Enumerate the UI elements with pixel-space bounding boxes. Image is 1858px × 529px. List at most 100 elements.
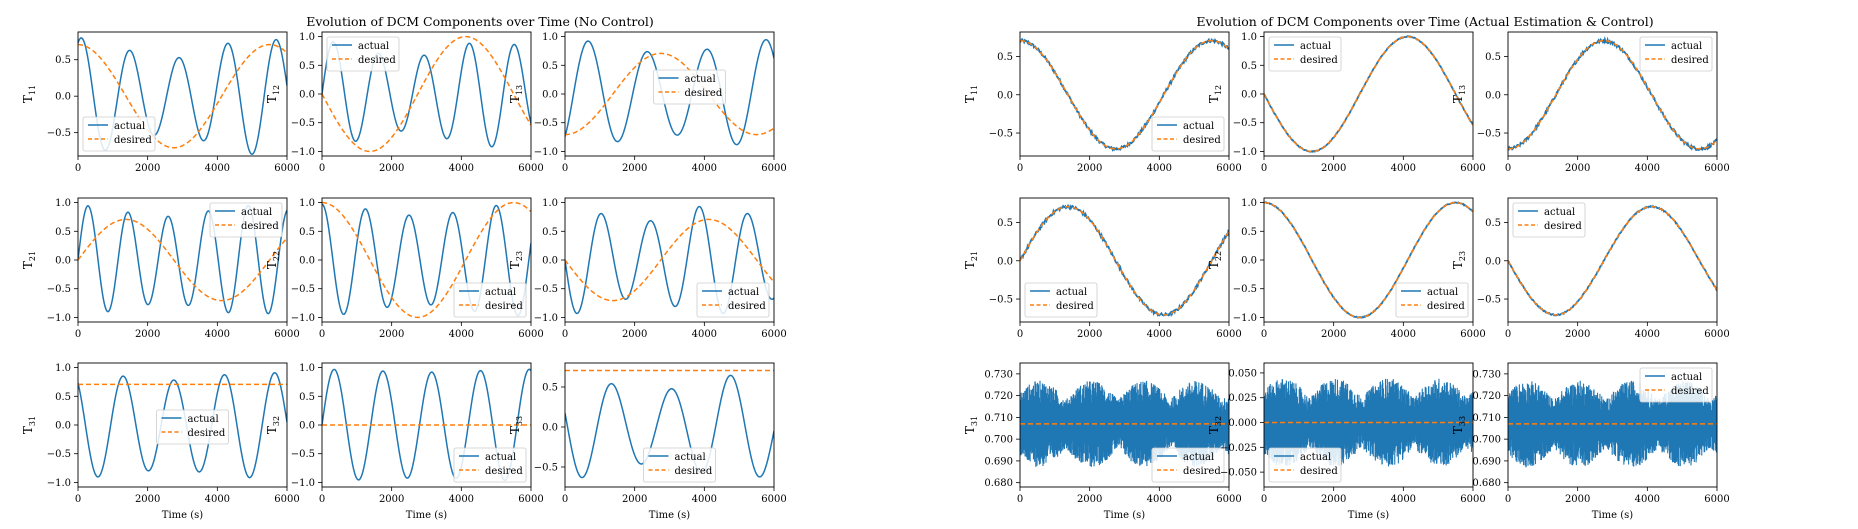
series-desired-line (78, 218, 287, 302)
y-tick-label: 0.5 (299, 227, 315, 238)
x-tick-label: 0 (1261, 329, 1267, 340)
axes-frame (1263, 362, 1474, 488)
x-tick-label: 0 (1505, 329, 1511, 340)
y-tick-label: −1.0 (534, 147, 558, 158)
series-group (322, 35, 531, 153)
y-tick-label: 0.0 (542, 256, 558, 267)
x-tick-label: 4000 (205, 329, 230, 340)
x-tick-label: 0 (1261, 494, 1267, 505)
legend-label-actual: actual (1056, 287, 1087, 298)
legend-label-desired: desired (675, 466, 713, 477)
legend-label-actual: actual (685, 74, 716, 85)
x-tick-label: 6000 (761, 163, 786, 174)
x-tick-label: 2000 (379, 494, 404, 505)
legend-label-actual: actual (1544, 207, 1575, 218)
y-tick-label: 0.025 (1228, 393, 1257, 404)
y-tick-label: −0.5 (1233, 118, 1257, 129)
x-tick-label: 6000 (1216, 163, 1241, 174)
legend: actual desired (1268, 36, 1342, 72)
x-tick-label: 0 (1017, 329, 1023, 340)
y-tick-label: 1.0 (55, 198, 71, 209)
legend-label-desired: desired (1671, 55, 1709, 66)
x-tick-label: 0 (562, 329, 568, 340)
y-axis-label: T21 (963, 251, 979, 269)
legend-label-desired: desired (485, 466, 523, 477)
y-tick-label: 0.5 (55, 227, 71, 238)
y-tick-label: 0.0 (1485, 90, 1501, 101)
x-tick-label: 2000 (1321, 494, 1346, 505)
y-tick-label: −0.025 (1220, 443, 1257, 454)
y-tick-label: 1.0 (1241, 198, 1257, 209)
legend-label-actual: actual (1300, 452, 1331, 463)
x-tick-label: 2000 (1565, 494, 1590, 505)
subplot-ec-11: 0 2000 4000 6000 −0.5 0.0 0.5 T11 actual desired (963, 31, 1242, 174)
x-tick-label: 4000 (692, 163, 717, 174)
legend: actual desired (453, 282, 527, 318)
series-desired-line (1264, 201, 1473, 319)
y-axis-label-subscript: 13 (515, 85, 524, 95)
legend: actual desired (1268, 447, 1342, 483)
axes-frame (564, 362, 775, 488)
y-tick-label: 1.0 (299, 32, 315, 43)
y-axis-label: T13 (508, 85, 524, 103)
subplot-ec-33: 0 2000 4000 6000 0.680 0.690 0.700 0.710 0.720 0.… (1451, 362, 1730, 521)
x-tick-label: 2000 (1077, 329, 1102, 340)
x-tick-label: 6000 (1216, 494, 1241, 505)
subplot-nc-22: 0 2000 4000 6000 −1.0 −0.5 0.0 0.5 1.0 T22 actual d… (265, 197, 544, 340)
axes-frame (1507, 197, 1718, 323)
x-tick-label: 0 (75, 163, 81, 174)
y-tick-label: −1.0 (291, 313, 315, 324)
y-tick-label: 0.5 (299, 392, 315, 403)
y-tick-label: 0.5 (997, 218, 1013, 229)
x-tick-label: 4000 (692, 494, 717, 505)
legend: actual desired (1639, 36, 1713, 72)
y-tick-label: −0.5 (291, 284, 315, 295)
y-axis-label-subscript: 11 (28, 85, 37, 95)
y-tick-label: 1.0 (1241, 32, 1257, 43)
x-tick-label: 6000 (1460, 329, 1485, 340)
y-tick-label: 0.730 (984, 369, 1013, 380)
y-axis-label-subscript: 23 (515, 251, 524, 261)
y-tick-label: −1.0 (47, 313, 71, 324)
y-tick-label: 0.710 (984, 413, 1013, 424)
y-tick-label: 0.680 (1472, 478, 1501, 489)
legend-label-actual: actual (1427, 287, 1458, 298)
axes-frame (1019, 31, 1230, 157)
y-axis-label: T12 (1207, 85, 1223, 103)
subplot-ec-13: 0 2000 4000 6000 −0.5 0.0 0.5 T13 actual desired (1451, 31, 1730, 174)
legend: actual desired (1639, 367, 1713, 403)
x-tick-label: 2000 (379, 163, 404, 174)
x-tick-label: 6000 (1704, 163, 1729, 174)
x-tick-label: 4000 (205, 163, 230, 174)
x-tick-label: 4000 (1147, 163, 1172, 174)
x-tick-label: 6000 (1704, 494, 1729, 505)
y-tick-label: −0.5 (534, 463, 558, 474)
y-axis-label-subscript: 31 (970, 416, 979, 426)
y-tick-label: 0.5 (542, 61, 558, 72)
x-tick-label: 2000 (135, 329, 160, 340)
y-axis-label: T23 (508, 251, 524, 269)
y-tick-label: 1.0 (55, 363, 71, 374)
series-desired-line (322, 35, 531, 153)
y-axis-label: T11 (963, 85, 979, 103)
y-tick-label: 0.690 (1472, 456, 1501, 467)
x-tick-label: 6000 (274, 494, 299, 505)
x-tick-label: 4000 (1391, 163, 1416, 174)
x-tick-label: 0 (1505, 494, 1511, 505)
y-tick-label: −0.5 (291, 118, 315, 129)
x-tick-label: 0 (1017, 163, 1023, 174)
x-tick-label: 4000 (1147, 329, 1172, 340)
y-axis-label-subscript: 22 (272, 251, 281, 261)
y-tick-label: −0.5 (1477, 295, 1501, 306)
series-group (1508, 380, 1717, 468)
y-axis-label-subscript: 32 (272, 416, 281, 426)
legend-label-actual: actual (114, 121, 145, 132)
axes-frame (1019, 197, 1230, 323)
series-actual-line (1020, 380, 1229, 467)
subplot-ec-32: 0 2000 4000 6000 −0.050 −0.025 0.000 0.025 0.050… (1207, 362, 1486, 521)
x-axis-label: Time (s) (162, 510, 203, 521)
x-tick-label: 0 (562, 494, 568, 505)
y-tick-label: −0.5 (291, 449, 315, 460)
x-tick-label: 4000 (1391, 329, 1416, 340)
